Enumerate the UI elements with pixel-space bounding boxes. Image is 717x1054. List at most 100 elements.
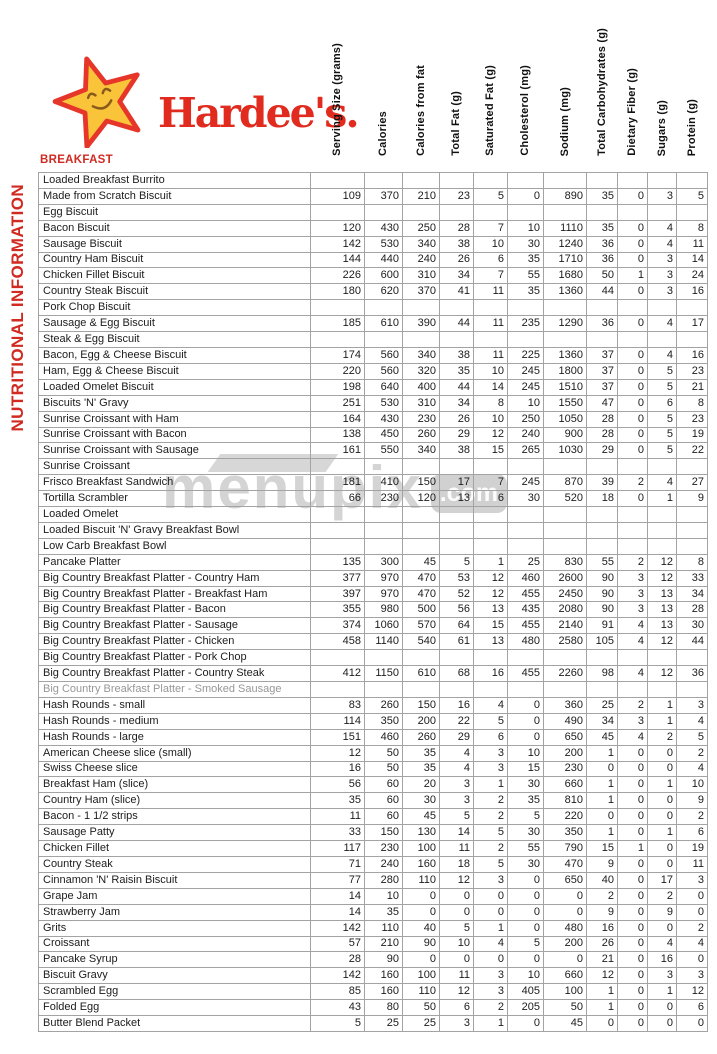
- value-cell: 174: [311, 347, 365, 364]
- value-cell: 225: [508, 347, 544, 364]
- value-cell: 0: [474, 888, 508, 905]
- value-cell: 16: [677, 347, 708, 364]
- value-cell: 28: [587, 411, 618, 428]
- value-cell: 260: [403, 427, 440, 444]
- value-cell: 61: [440, 634, 474, 651]
- value-cell: 1: [474, 777, 508, 794]
- value-cell: 0: [618, 920, 648, 937]
- value-cell: [474, 332, 508, 348]
- value-cell: 44: [440, 316, 474, 333]
- value-cell: [403, 173, 440, 189]
- value-cell: 650: [544, 872, 587, 889]
- value-cell: 36: [587, 252, 618, 269]
- value-cell: 17: [677, 316, 708, 333]
- value-cell: [311, 204, 365, 221]
- column-header-label: Protein (g): [685, 98, 698, 156]
- value-cell: 14: [311, 904, 365, 921]
- value-cell: 17: [648, 872, 677, 889]
- value-cell: [403, 538, 440, 555]
- value-cell: 90: [587, 586, 618, 603]
- value-cell: 37: [587, 347, 618, 364]
- value-cell: 0: [618, 904, 648, 921]
- value-cell: 2600: [544, 570, 587, 587]
- value-cell: 0: [508, 713, 544, 730]
- value-cell: 114: [311, 713, 365, 730]
- value-cell: 1: [474, 554, 508, 571]
- value-cell: 530: [365, 395, 403, 412]
- value-cell: 5: [648, 443, 677, 460]
- value-cell: [474, 522, 508, 539]
- item-cell: Loaded Biscuit 'N' Gravy Breakfast Bowl: [39, 522, 311, 539]
- value-cell: 11: [677, 236, 708, 253]
- value-cell: 138: [311, 427, 365, 444]
- value-cell: [648, 650, 677, 667]
- value-cell: 245: [508, 475, 544, 492]
- value-cell: 21: [677, 379, 708, 396]
- value-cell: 5: [440, 920, 474, 937]
- value-cell: 13: [474, 602, 508, 619]
- value-cell: 490: [544, 713, 587, 730]
- value-cell: 9: [648, 904, 677, 921]
- value-cell: 4: [677, 713, 708, 730]
- value-cell: [440, 538, 474, 555]
- value-cell: 0: [677, 1016, 708, 1032]
- value-cell: 21: [587, 952, 618, 969]
- value-cell: 56: [311, 777, 365, 794]
- value-cell: [677, 459, 708, 476]
- value-cell: 1: [618, 841, 648, 857]
- value-cell: 39: [587, 475, 618, 492]
- value-cell: [677, 332, 708, 348]
- value-cell: 0: [648, 1000, 677, 1017]
- value-cell: 0: [508, 888, 544, 905]
- value-cell: 7: [474, 268, 508, 285]
- value-cell: 120: [311, 220, 365, 237]
- column-header-label: Sodium (mg): [558, 86, 571, 156]
- value-cell: 0: [648, 841, 677, 857]
- value-cell: 460: [508, 570, 544, 587]
- value-cell: [508, 538, 544, 555]
- value-cell: 3: [648, 968, 677, 985]
- value-cell: 47: [587, 395, 618, 412]
- value-cell: 50: [365, 745, 403, 762]
- value-cell: 45: [403, 554, 440, 571]
- value-cell: 4: [677, 761, 708, 778]
- item-cell: Country Steak: [39, 856, 311, 873]
- value-cell: [618, 507, 648, 523]
- value-cell: 230: [544, 761, 587, 778]
- value-cell: 142: [311, 236, 365, 253]
- value-cell: 220: [544, 809, 587, 826]
- value-cell: 1240: [544, 236, 587, 253]
- value-cell: 0: [508, 1016, 544, 1032]
- value-cell: 200: [544, 936, 587, 953]
- value-cell: 55: [587, 554, 618, 571]
- value-cell: 35: [587, 220, 618, 237]
- value-cell: 0: [440, 904, 474, 921]
- value-cell: [311, 522, 365, 539]
- item-cell: Big Country Breakfast Platter - Country …: [39, 666, 311, 682]
- value-cell: 210: [365, 936, 403, 953]
- value-cell: 1: [648, 697, 677, 714]
- value-cell: 0: [474, 904, 508, 921]
- item-cell: Sunrise Croissant: [39, 459, 311, 476]
- value-cell: 200: [403, 713, 440, 730]
- value-cell: 181: [311, 475, 365, 492]
- value-cell: 43: [311, 1000, 365, 1017]
- value-cell: 16: [440, 697, 474, 714]
- value-cell: 3: [677, 872, 708, 889]
- value-cell: 3: [474, 761, 508, 778]
- value-cell: 251: [311, 395, 365, 412]
- value-cell: 1: [587, 984, 618, 1001]
- value-cell: 1510: [544, 379, 587, 396]
- value-cell: 160: [403, 856, 440, 873]
- value-cell: [648, 204, 677, 221]
- value-cell: 458: [311, 634, 365, 651]
- value-cell: 4: [474, 697, 508, 714]
- value-cell: [544, 204, 587, 221]
- value-cell: 30: [508, 856, 544, 873]
- value-cell: 1140: [365, 634, 403, 651]
- value-cell: 4: [648, 220, 677, 237]
- value-cell: 1: [587, 745, 618, 762]
- value-cell: 1710: [544, 252, 587, 269]
- value-cell: 44: [587, 284, 618, 301]
- value-cell: 440: [365, 252, 403, 269]
